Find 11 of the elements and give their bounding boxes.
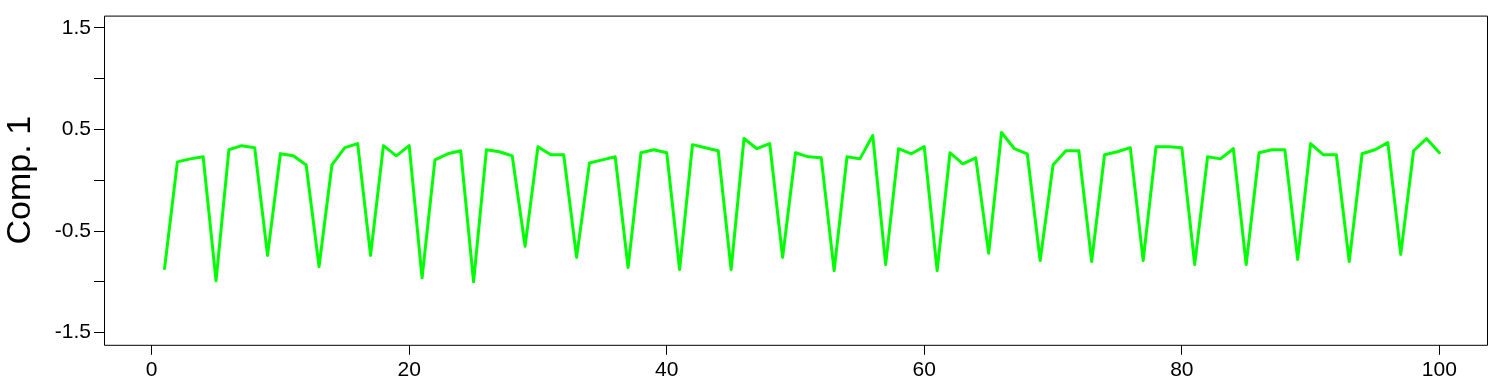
y-tick-label: 1.5	[61, 14, 91, 38]
x-tick-label: 20	[397, 357, 421, 381]
y-tick-label: -0.5	[54, 217, 91, 241]
x-tick-label: 100	[1421, 357, 1457, 381]
y-tick-label: -1.5	[54, 319, 91, 343]
y-axis-title: Comp. 1	[0, 115, 37, 245]
x-tick-label: 40	[655, 357, 679, 381]
y-tick-label: 0.5	[61, 116, 91, 140]
x-tick-label: 60	[912, 357, 936, 381]
x-tick-label: 80	[1170, 357, 1194, 381]
x-tick-label: 0	[145, 357, 158, 381]
